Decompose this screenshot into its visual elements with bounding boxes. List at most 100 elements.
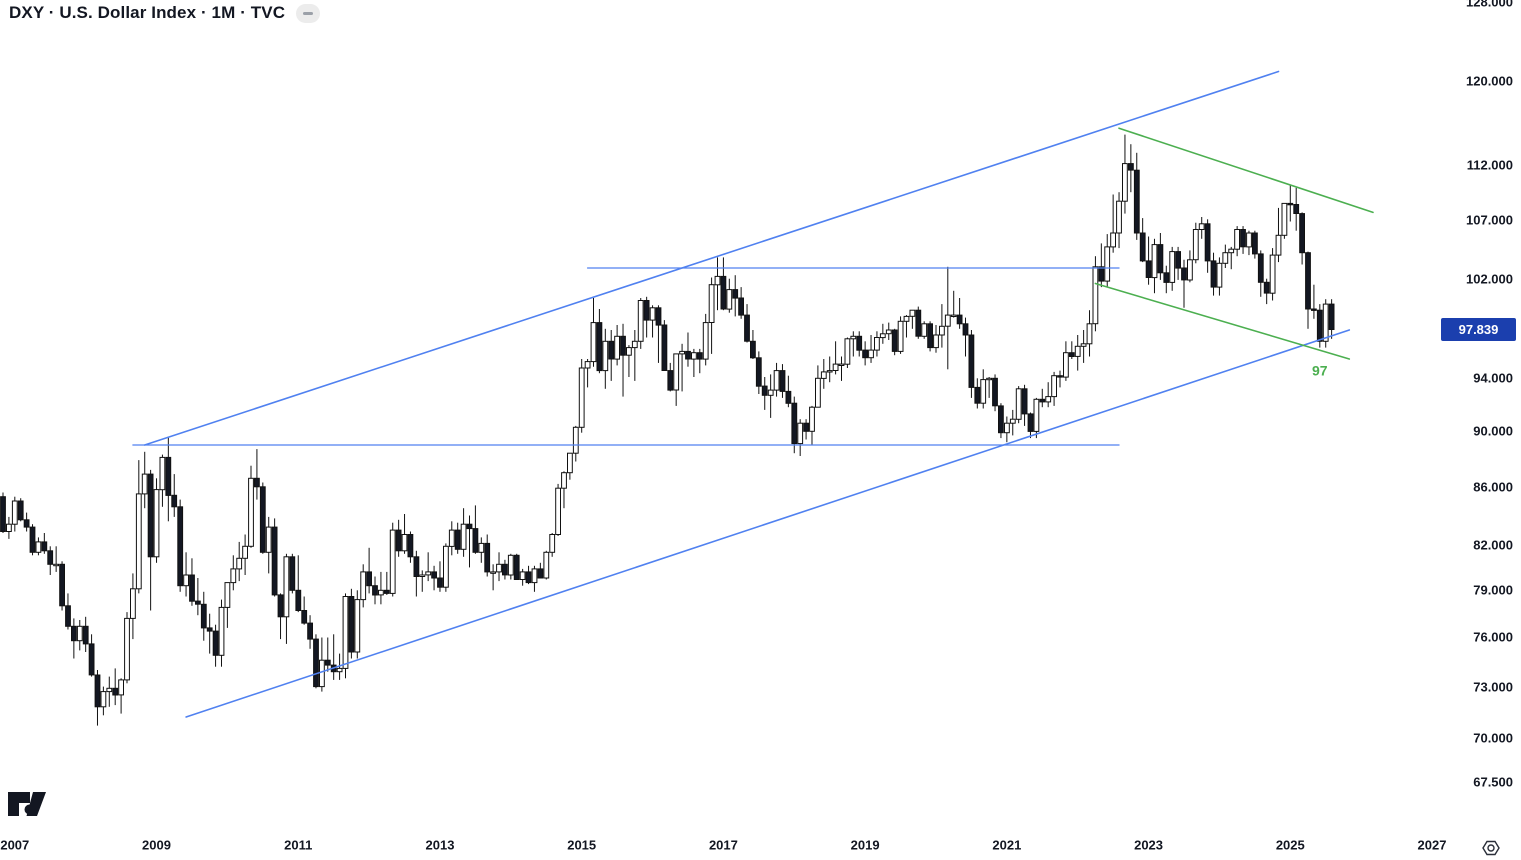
candle-body [6,523,12,533]
candle-body [206,627,213,632]
candle-body [1322,303,1329,342]
candle-body [714,275,721,286]
candle-body [1027,413,1034,432]
candle-body [360,571,367,601]
time-axis-label: 2027 [1417,837,1447,853]
candle-body [909,309,916,317]
candle-body [732,289,739,299]
candle-body [307,622,314,640]
settings-gear-icon[interactable] [1481,838,1501,858]
candle-body [992,377,998,407]
candle-body [76,625,83,642]
candle-body [626,347,632,356]
logo-slash-shape [26,792,46,816]
ascending-channel-lower[interactable] [185,329,1351,718]
candle-body [791,402,798,445]
candle-body [1287,202,1294,206]
candle-body [11,500,18,525]
candle-body [29,526,36,553]
candle-body [460,523,467,550]
candle-body [986,377,993,381]
candle-body [135,493,142,590]
candle-body [1204,223,1211,262]
candle-body [342,596,349,669]
candle-body [850,335,857,340]
candle-body [608,340,615,360]
time-axis-label: 2013 [425,837,455,853]
candle-body [862,349,869,359]
price-axis-label: 86.000 [1473,479,1513,495]
logo-flag-shape [8,792,30,816]
candle-body [1110,232,1116,248]
candle-body [755,357,762,387]
price-axis[interactable]: 128.000 120.000 112.000 107.000 102.000 94.00… [1443,0,1521,830]
candle-body [147,473,154,558]
tradingview-logo[interactable] [7,791,47,817]
candle-body [673,353,680,391]
candle-body [555,487,562,536]
price-axis-label: 67.500 [1473,774,1513,790]
price-axis-label: 94.000 [1473,370,1513,386]
candle-body [165,456,172,496]
candle-body [35,541,42,553]
candle-body [1328,303,1335,331]
candle-body [177,506,184,587]
candle-body [301,610,308,624]
symbol-title[interactable]: DXY · U.S. Dollar Index · 1M · TVC [9,3,286,22]
descending-channel-upper[interactable] [1118,127,1374,214]
candle-body [1139,232,1146,262]
candle-body [1175,251,1181,269]
time-axis-label: 2021 [992,837,1022,853]
candle-body [1163,272,1170,283]
channel-target-annotation[interactable]: 97 [1312,363,1328,379]
candle-body [118,679,124,696]
candle-body [661,324,668,371]
candle-body [271,526,278,596]
visibility-toggle-icon[interactable] [296,3,321,23]
candle-body [838,363,845,367]
gear-circle [1487,844,1495,852]
candle-body [490,571,497,574]
time-axis[interactable]: 2007 2009 2011 2013 2015 2017 2019 2021 2023 2025… [0,830,1521,860]
candle-body [655,307,662,326]
candle-body [378,589,384,596]
candle-body [1145,260,1152,278]
candle-body [236,557,243,570]
trendline-drawings[interactable]: 97 [132,70,1374,718]
candle-body [980,379,987,404]
candle-body [354,599,361,653]
candle-body [265,526,272,553]
candle-body [324,659,331,666]
candle-body [383,589,390,594]
candle-body [708,284,715,324]
candle-body [1269,254,1276,294]
candlestick-series[interactable] [0,134,1335,726]
candle-body [366,571,373,587]
candle-body [1116,200,1122,234]
candle-body [667,370,674,391]
candle-body [53,563,60,567]
candle-body [106,687,113,693]
candle-body [94,674,101,708]
price-axis-label: 82.000 [1473,537,1513,553]
candle-body [549,534,556,553]
time-axis-label: 2025 [1275,837,1305,853]
candle-body [1015,388,1022,420]
descending-channel-lower[interactable] [1094,282,1351,360]
candle-body [153,489,160,558]
time-axis-label: 2017 [708,837,738,853]
ascending-channel-upper[interactable] [143,70,1280,446]
time-axis-label: 2009 [142,837,171,853]
candle-body [1021,388,1028,415]
candle-body [809,406,815,432]
candle-body [71,625,77,642]
symbol-legend[interactable]: DXY · U.S. Dollar Index · 1M · TVC [9,3,321,23]
candle-body [425,571,432,576]
time-axis-label: 2019 [850,837,880,853]
candle-body [1063,352,1069,378]
candle-body [484,542,491,573]
candle-body [720,275,727,310]
candle-body [1299,213,1305,254]
candle-body [23,519,30,528]
